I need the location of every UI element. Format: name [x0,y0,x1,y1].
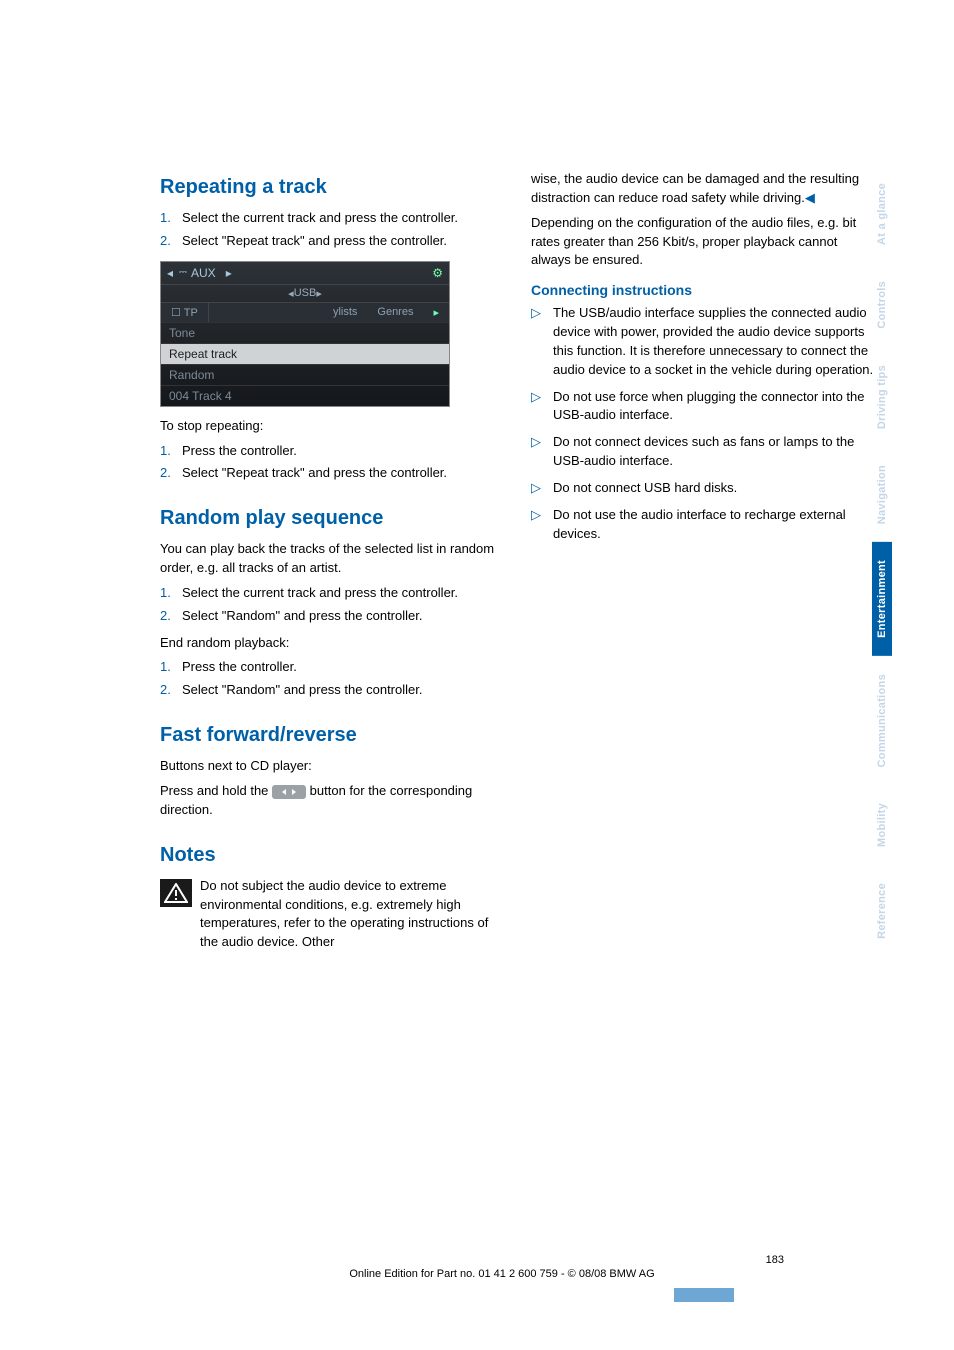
tab-reference[interactable]: Reference [872,865,892,957]
bullet-text: Do not use force when plugging the conne… [553,388,874,426]
heading-random: Random play sequence [160,507,503,530]
step-text: Select the current track and press the c… [182,584,458,603]
bullet-text: Do not connect devices such as fans or l… [553,433,874,471]
right-column: wise, the audio device can be damaged an… [531,170,874,952]
tab-driving-tips[interactable]: Driving tips [872,347,892,447]
bullet-text: Do not connect USB hard disks. [553,479,737,498]
tab-communications[interactable]: Communications [872,656,892,785]
page-footer: 183 Online Edition for Part no. 01 41 2 … [160,1254,844,1280]
tab-navigation[interactable]: Navigation [872,447,892,542]
step-text: Press the controller. [182,442,297,461]
warning-text: Do not subject the audio device to extre… [200,877,503,952]
warning-icon [160,879,192,907]
step-text: Press the controller. [182,658,297,677]
seek-button-icon [272,785,306,799]
ff-body: Press and hold the button for the corres… [160,782,503,820]
section-tabs: At a glance Controls Driving tips Naviga… [872,165,896,957]
bullet-icon: ▷ [531,479,553,498]
heading-connecting: Connecting instructions [531,282,874,298]
screenshot-tab: ylists [323,303,367,322]
bullet-icon: ▷ [531,433,553,452]
tab-mobility[interactable]: Mobility [872,785,892,865]
random-end-intro: End random playback: [160,634,503,653]
random-intro: You can play back the tracks of the sele… [160,540,503,578]
step-text: Select "Random" and press the controller… [182,607,422,626]
repeating-steps: 1.Select the current track and press the… [160,209,503,251]
bullet-text: Do not use the audio interface to rechar… [553,506,874,544]
heading-ff: Fast forward/reverse [160,724,503,747]
bullet-text: The USB/audio interface supplies the con… [553,304,874,379]
idrive-screenshot: ◂ ⎓ AUX ▸ ⚙ ◂ USB ▸ ☐ TP ylists Genres ▸… [160,261,450,407]
left-column: Repeating a track 1.Select the current t… [160,170,503,952]
warning-note: Do not subject the audio device to extre… [160,877,503,952]
connecting-list: ▷The USB/audio interface supplies the co… [531,304,874,543]
screenshot-tab: ☐ TP [161,303,209,322]
page-number: 183 [160,1254,844,1266]
footer-line: Online Edition for Part no. 01 41 2 600 … [160,1268,844,1280]
tab-at-a-glance[interactable]: At a glance [872,165,892,263]
ff-intro: Buttons next to CD player: [160,757,503,776]
step-text: Select the current track and press the c… [182,209,458,228]
stop-intro: To stop repeating: [160,417,503,436]
tab-entertainment[interactable]: Entertainment [872,542,892,656]
screenshot-list: Tone Repeat track Random 004 Track 4 [161,322,449,406]
screenshot-tab: Genres [367,303,423,322]
bullet-icon: ▷ [531,388,553,407]
step-text: Select "Repeat track" and press the cont… [182,464,447,483]
step-text: Select "Repeat track" and press the cont… [182,232,447,251]
bullet-icon: ▷ [531,506,553,525]
tab-controls[interactable]: Controls [872,263,892,347]
stop-steps: 1.Press the controller. 2.Select "Repeat… [160,442,503,484]
bullet-icon: ▷ [531,304,553,323]
step-text: Select "Random" and press the controller… [182,681,422,700]
depending-note: Depending on the configuration of the au… [531,214,874,271]
random-end-steps: 1.Press the controller. 2.Select "Random… [160,658,503,700]
heading-repeating: Repeating a track [160,176,503,199]
screenshot-topbar: ◂ ⎓ AUX ▸ ⚙ [161,262,449,285]
footer-accent-strip [674,1288,734,1302]
warning-continuation: wise, the audio device can be damaged an… [531,170,874,208]
random-steps: 1.Select the current track and press the… [160,584,503,626]
heading-notes: Notes [160,844,503,867]
